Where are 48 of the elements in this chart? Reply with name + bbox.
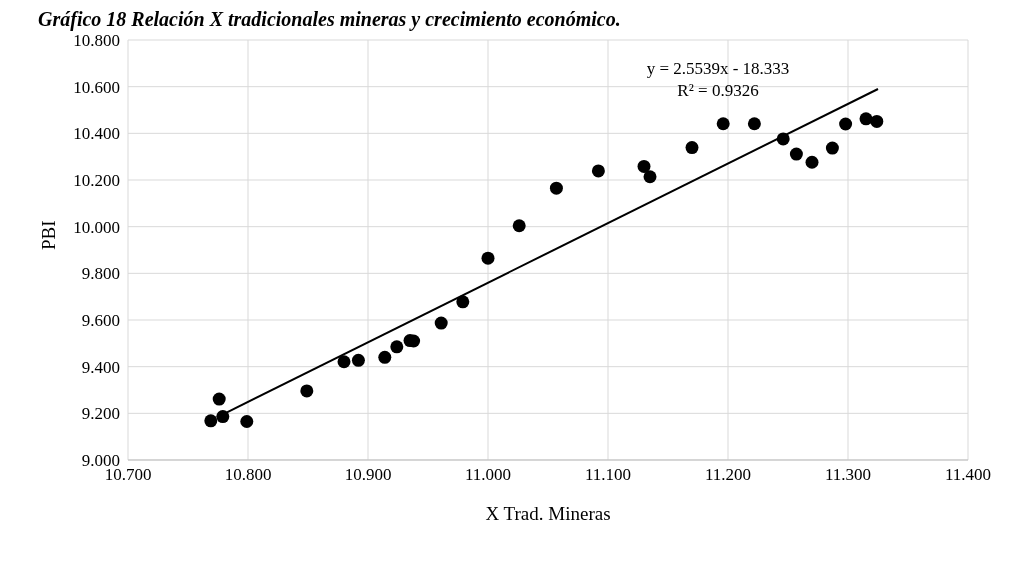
- y-tick-label: 9.600: [81, 311, 120, 331]
- x-tick-label: 10.900: [344, 465, 392, 485]
- x-tick-label: 11.000: [464, 465, 512, 485]
- x-tick-label: 11.200: [704, 465, 752, 485]
- x-tick-label: 11.300: [824, 465, 872, 485]
- point: [351, 353, 365, 367]
- annotation: y = 2.5539x - 18.333: [645, 58, 791, 80]
- x-axis-title: X Trad. Mineras: [485, 503, 611, 524]
- y-tick-label: 10.200: [73, 171, 120, 191]
- point: [591, 164, 605, 178]
- x-tick-label: 11.100: [584, 465, 632, 485]
- point: [805, 155, 819, 169]
- y-tick-label: 10.000: [73, 217, 120, 237]
- point: [337, 355, 351, 369]
- point: [789, 147, 803, 161]
- y-tick-label: 10.800: [73, 31, 120, 51]
- point: [481, 251, 495, 265]
- point: [839, 117, 853, 131]
- point: [747, 117, 761, 131]
- point: [685, 141, 699, 155]
- point: [300, 384, 314, 398]
- point: [204, 414, 218, 428]
- y-tick-label: 9.800: [81, 264, 120, 284]
- x-tick-label: 11.400: [944, 465, 992, 485]
- point: [637, 159, 651, 173]
- point: [870, 114, 884, 128]
- y-tick-label: 9.200: [81, 404, 120, 424]
- point: [512, 219, 526, 233]
- point: [549, 181, 563, 195]
- point: [378, 350, 392, 364]
- point: [390, 340, 404, 354]
- y-tick-label: 9.400: [81, 357, 120, 377]
- point: [240, 415, 254, 428]
- annotation: R² = 0.9326: [676, 80, 760, 102]
- point: [216, 410, 230, 424]
- point: [825, 141, 839, 155]
- y-axis-title: PBI: [37, 220, 59, 250]
- point: [716, 117, 730, 131]
- x-tick-label: 10.800: [224, 465, 272, 485]
- point: [434, 316, 448, 330]
- y-tick-label: 10.400: [73, 124, 120, 144]
- point: [643, 170, 657, 184]
- x-tick-label: 10.700: [104, 465, 152, 485]
- y-tick-label: 10.600: [73, 77, 120, 97]
- point: [212, 392, 226, 406]
- chart-title: Gráfico 18 Relación X tradicionales mineras y crecimiento económico.: [38, 8, 622, 30]
- point: [859, 112, 873, 126]
- point: [456, 295, 470, 309]
